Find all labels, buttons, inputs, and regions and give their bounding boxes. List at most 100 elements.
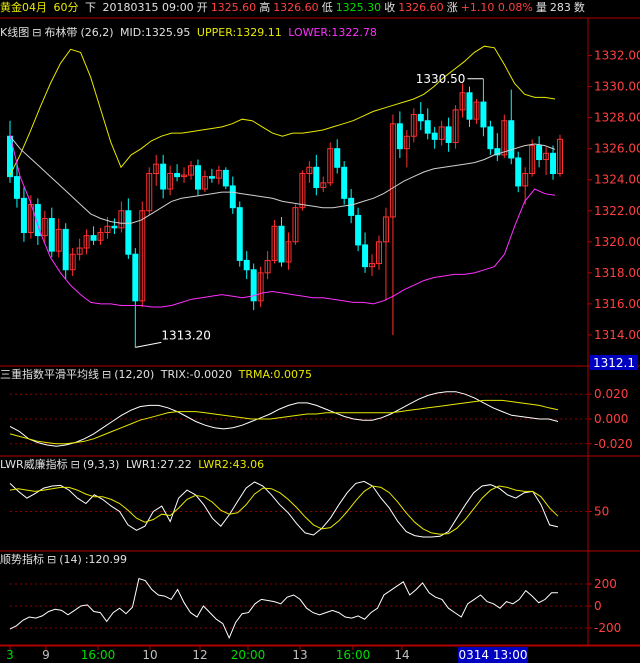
- lwr-params: (9,3,3): [82, 458, 120, 471]
- candle-body: [188, 165, 195, 176]
- candle-body: [341, 166, 348, 199]
- candle-body: [424, 120, 431, 134]
- candle-body: [557, 138, 563, 175]
- candle-body: [445, 126, 452, 143]
- y-tick-label: 1318.00: [594, 266, 640, 280]
- upper-band-line: [9, 45, 556, 176]
- kline-title[interactable]: K线图: [0, 26, 30, 39]
- y-tick-label: 200: [594, 577, 617, 591]
- kline-indicator[interactable]: 布林带: [44, 26, 78, 39]
- y-tick-label: 1314.00: [594, 328, 640, 342]
- y-tick-label: 1316.00: [594, 297, 640, 311]
- candle-body: [355, 214, 362, 246]
- low-price-annotation: 1313.20: [161, 328, 211, 342]
- lwr1-value: LWR1:27.22: [125, 458, 192, 471]
- x-tick-label: 16:00: [336, 648, 371, 662]
- candle-body: [104, 225, 111, 233]
- candle-body: [208, 176, 215, 179]
- candle-body: [536, 145, 543, 161]
- count-label: 量: [535, 1, 547, 14]
- menu-box-icon[interactable]: ⊟: [70, 458, 80, 471]
- datetime-label: 20180315 09:00: [102, 1, 194, 14]
- candle-body: [48, 218, 55, 252]
- candle-body: [459, 92, 466, 111]
- candle-body: [139, 210, 146, 302]
- candle-body: [278, 225, 285, 263]
- candle-body: [153, 163, 160, 175]
- kline-lower: LOWER:1322.78: [288, 26, 377, 39]
- candle-body: [452, 109, 459, 143]
- mid-band-line: [9, 135, 556, 224]
- period-label[interactable]: 60分: [53, 1, 79, 14]
- candle-body: [348, 197, 355, 216]
- candle-body: [375, 241, 382, 265]
- y-tick-label: 0: [594, 599, 602, 613]
- candle-body: [201, 176, 208, 190]
- candle-body: [487, 126, 494, 150]
- trix-title-bar: 三重指数平滑平均线 ⊟ (12,20) TRIX:-0.0020 TRMA:0.00…: [0, 367, 315, 383]
- menu-box-icon[interactable]: ⊟: [47, 553, 57, 566]
- candle-body: [243, 259, 250, 271]
- candle-body: [264, 259, 271, 274]
- candle-body: [194, 165, 201, 190]
- kline-title-bar: K线图 ⊟ 布林带 (26,2) MID:1325.95 UPPER:1329.11 …: [0, 25, 380, 41]
- menu-box-icon[interactable]: ⊟: [102, 368, 112, 381]
- candle-body: [396, 123, 403, 150]
- high-value: 1326.60: [273, 1, 319, 14]
- candle-body: [13, 176, 20, 199]
- candle-body: [125, 210, 132, 255]
- candle-body: [222, 169, 229, 187]
- kline-mid: MID:1325.95: [120, 26, 191, 39]
- trix-title[interactable]: 三重指数平滑平均线: [0, 368, 99, 381]
- y-tick-label: 0.000: [594, 412, 628, 426]
- candle-body: [20, 197, 27, 233]
- y-tick-label: -200: [594, 621, 621, 635]
- candle-body: [480, 101, 487, 128]
- x-highlight-label: 0314 13:00: [459, 648, 528, 662]
- low-label: 低: [321, 1, 333, 14]
- y-tick-label: 1326.00: [594, 142, 640, 156]
- current-price-label: 1312.1: [593, 356, 635, 370]
- symbol-label[interactable]: 黄金04月: [0, 1, 47, 14]
- close-value: 1326.60: [398, 1, 444, 14]
- candle-body: [494, 148, 501, 156]
- candle-body: [417, 114, 424, 122]
- high-price-annotation: 1330.50: [416, 72, 466, 86]
- candle-body: [62, 228, 69, 271]
- candle-body: [501, 120, 508, 156]
- x-tick-label: 10: [142, 648, 157, 662]
- candle-body: [403, 135, 410, 150]
- candle-body: [111, 225, 118, 229]
- y-tick-label: 1328.00: [594, 111, 640, 125]
- candle-body: [543, 152, 550, 161]
- series-line-lwr1: [9, 480, 559, 538]
- trma-value: TRMA:0.0075: [238, 368, 312, 381]
- candle-body: [69, 253, 76, 271]
- menu-box-icon[interactable]: ⊟: [32, 26, 42, 39]
- x-tick-label: 9: [42, 648, 50, 662]
- candle-body: [167, 173, 174, 190]
- candle-body: [522, 173, 529, 187]
- x-tick-label: 13: [292, 648, 307, 662]
- x-tick-label: 20:00: [231, 648, 266, 662]
- candle-body: [550, 152, 557, 175]
- candle-body: [369, 263, 376, 268]
- candle-body: [181, 174, 188, 178]
- candle-body: [431, 132, 438, 140]
- series-line-cci: [9, 577, 559, 640]
- cci-title[interactable]: 顺势指标: [0, 553, 44, 566]
- candle-body: [529, 145, 536, 175]
- trix-params: (12,20): [114, 368, 155, 381]
- close-label: 收: [384, 1, 396, 14]
- candle-body: [306, 166, 313, 175]
- open-label: 开: [196, 1, 208, 14]
- candle-body: [389, 123, 396, 218]
- candle-body: [174, 173, 181, 178]
- x-highlight-box: [458, 647, 528, 663]
- y-tick-label: 1332.00: [594, 49, 640, 63]
- series-line-trix: [9, 391, 559, 447]
- lwr-title-bar: LWR威廉指标 ⊟ (9,3,3) LWR1:27.22 LWR2:43.06: [0, 457, 267, 473]
- lwr-title[interactable]: LWR威廉指标: [0, 458, 68, 471]
- candle-body: [508, 120, 515, 159]
